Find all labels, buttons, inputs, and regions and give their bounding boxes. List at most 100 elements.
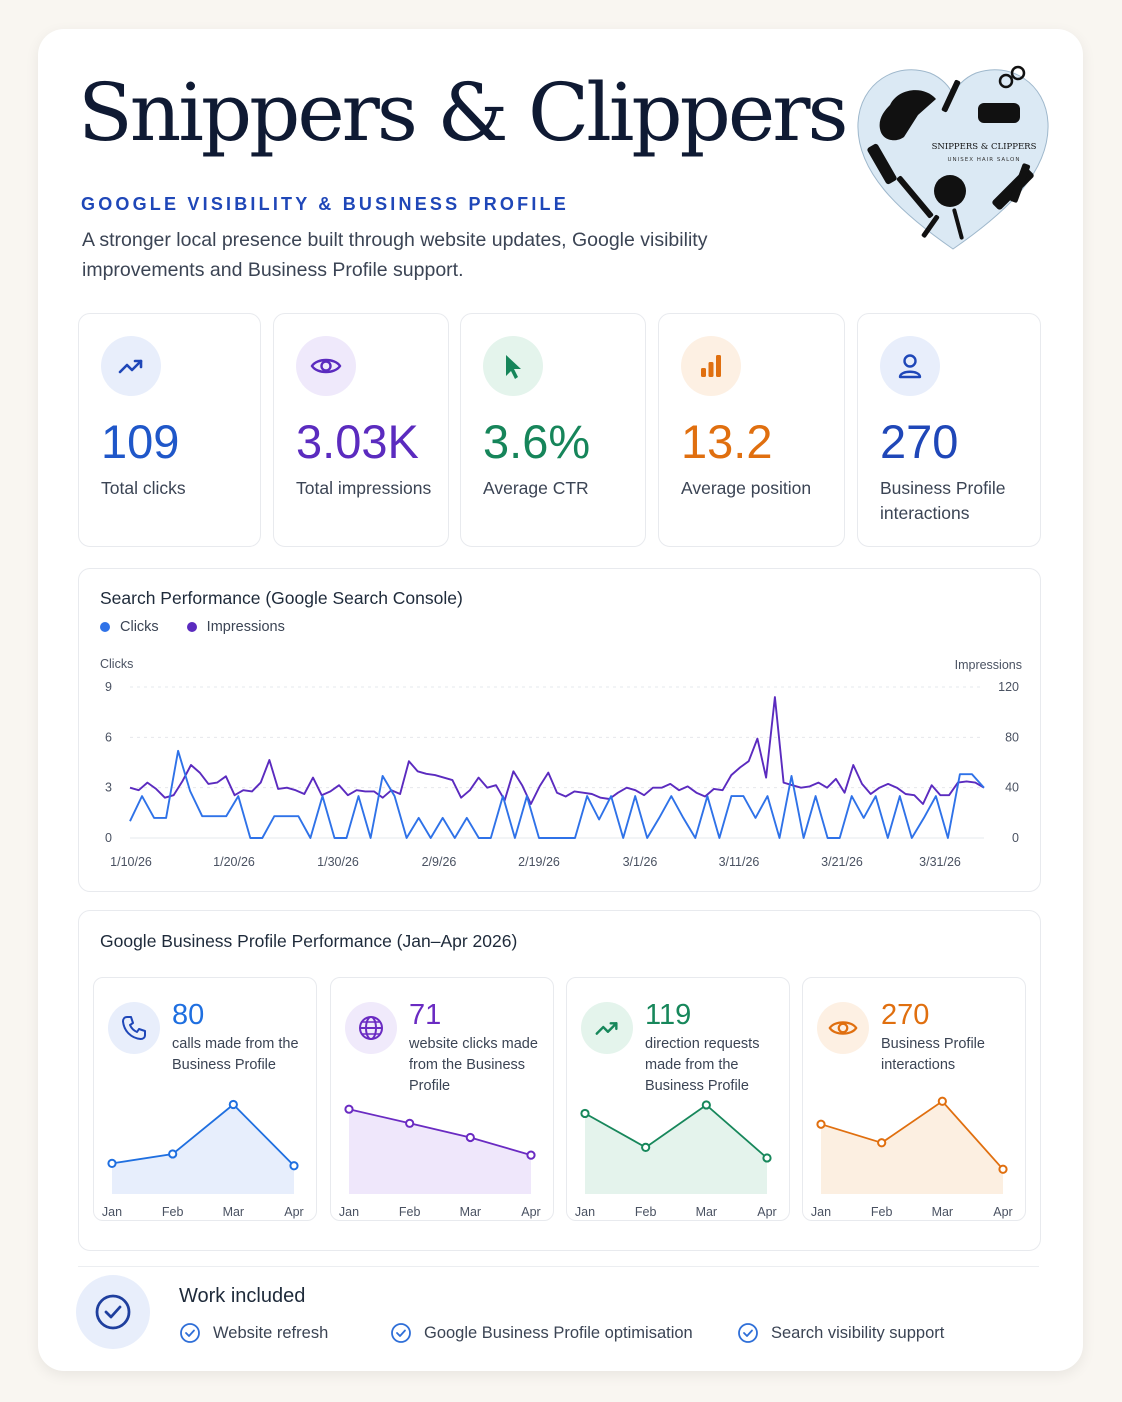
chart-legend: Clicks Impressions (100, 619, 285, 635)
gbp-value: 71 (409, 999, 442, 1031)
left-tick-label: 6 (105, 730, 112, 744)
gbp-card-website: 71 website clicks made from the Business… (330, 977, 554, 1221)
infographic-card: Snippers & Clippers GOOGLE VISIBILITY & … (38, 29, 1083, 1371)
divider (78, 1266, 1039, 1267)
stat-label: Business Profile interactions (880, 478, 1006, 523)
calls-area-chart: Jan Feb Mar Apr (102, 1099, 304, 1219)
data-point (228, 1099, 238, 1110)
gbp-performance-panel: Google Business Profile Performance (Jan… (78, 910, 1041, 1251)
eye-icon (817, 1002, 869, 1054)
area-line (111, 1103, 295, 1167)
month-label: Feb (162, 1205, 184, 1219)
area-fill (821, 1101, 1003, 1194)
data-point (344, 1104, 354, 1114)
gbp-value: 270 (881, 999, 930, 1031)
data-point (465, 1132, 475, 1143)
user-icon (880, 336, 940, 396)
series-line-impressions (129, 696, 985, 805)
gbp-value: 80 (172, 999, 205, 1031)
gbp-card-directions: 119 direction requests made from the Bus… (566, 977, 790, 1221)
month-label: Mar (932, 1205, 954, 1219)
data-point (526, 1150, 536, 1160)
stat-card-impressions: 3.03K Total impressions (273, 313, 449, 547)
page-subtitle: GOOGLE VISIBILITY & BUSINESS PROFILE (81, 194, 569, 214)
right-tick-label: 0 (1012, 831, 1019, 845)
stat-value: 109 (101, 415, 180, 468)
x-tick-label: 2/19/26 (518, 855, 560, 869)
logo-text: SNIPPERS & CLIPPERS (932, 142, 1037, 152)
month-label: Feb (399, 1205, 421, 1219)
data-point (937, 1096, 947, 1106)
stat-label: Total impressions (296, 478, 432, 498)
data-point (405, 1118, 415, 1128)
check-icon (391, 1323, 411, 1343)
work-item-label: Search visibility support (771, 1323, 945, 1342)
month-label: Jan (102, 1205, 122, 1219)
directions-area-chart: Jan Feb Mar Apr (575, 1100, 777, 1219)
left-axis-label: Clicks (100, 657, 133, 671)
cursor-icon (483, 336, 543, 396)
area-fill (112, 1104, 294, 1194)
stat-label: Average CTR (483, 478, 589, 498)
gbp-desc: calls made from the Business Profile (172, 1036, 299, 1073)
legend-label: Impressions (206, 619, 285, 635)
x-tick-label: 3/21/26 (821, 855, 863, 869)
logo-subtext: UNISEX HAIR SALON (947, 157, 1020, 163)
area-fill (585, 1105, 767, 1194)
work-item-gbp: Google Business Profile optimisation (390, 1322, 693, 1344)
data-point (107, 1158, 117, 1168)
data-point (168, 1149, 178, 1159)
area-line (584, 1103, 768, 1159)
area-line (348, 1108, 532, 1156)
legend-dot (100, 622, 110, 632)
page-title: Snippers & Clippers (78, 66, 848, 159)
interactions-area-chart: Jan Feb Mar Apr (811, 1096, 1013, 1219)
month-label: Apr (757, 1205, 776, 1219)
salon-logo: SNIPPERS & CLIPPERS UNISEX HAIR SALON (857, 65, 1049, 250)
area-fill (349, 1109, 531, 1194)
check-icon (180, 1323, 200, 1343)
data-point (701, 1100, 711, 1110)
trending-up-icon (101, 336, 161, 396)
stat-value: 270 (880, 415, 959, 468)
data-point (998, 1164, 1008, 1174)
gbp-desc: website clicks made from the Business Pr… (409, 1036, 538, 1094)
month-label: Jan (339, 1205, 359, 1219)
stat-value: 13.2 (681, 415, 773, 468)
right-tick-label: 120 (998, 680, 1019, 694)
search-performance-panel: Search Performance (Google Search Consol… (78, 568, 1041, 892)
stat-label: Total clicks (101, 478, 186, 498)
data-point (289, 1161, 299, 1171)
check-circle-icon (76, 1275, 150, 1349)
month-label: Mar (696, 1205, 718, 1219)
gbp-title: Google Business Profile Performance (Jan… (100, 931, 518, 951)
series-line-clicks (129, 749, 985, 839)
legend-item-clicks: Clicks (100, 619, 159, 635)
work-item-label: Website refresh (213, 1323, 329, 1342)
month-label: Mar (460, 1205, 482, 1219)
work-title: Work included (179, 1285, 306, 1307)
stat-card-ctr: 3.6% Average CTR (460, 313, 646, 547)
x-tick-label: 3/1/26 (623, 855, 658, 869)
gbp-card-interactions: 270 Business Profile interactions Jan Feb… (802, 977, 1026, 1221)
month-label: Jan (575, 1205, 595, 1219)
globe-icon (345, 1002, 397, 1054)
month-label: Apr (284, 1205, 303, 1219)
month-label: Apr (521, 1205, 540, 1219)
stat-card-clicks: 109 Total clicks (78, 313, 261, 547)
trending-up-icon (581, 1002, 633, 1054)
eye-icon (296, 336, 356, 396)
data-point (580, 1108, 590, 1119)
gbp-desc: direction requests made from the Busines… (645, 1036, 760, 1094)
search-chart-title: Search Performance (Google Search Consol… (100, 588, 463, 608)
search-line-chart: Clicks Impressions 0 3 6 9 0 40 80 120 1/10/26 1/20… (100, 657, 1022, 869)
x-tick-label: 1/30/26 (317, 855, 359, 869)
left-tick-label: 0 (105, 831, 112, 845)
month-label: Jan (811, 1205, 831, 1219)
stat-card-interactions: 270 Business Profile interactions (857, 313, 1041, 547)
x-tick-label: 1/10/26 (110, 855, 152, 869)
month-label: Feb (635, 1205, 657, 1219)
data-point (877, 1138, 887, 1148)
legend-dot (186, 622, 197, 632)
stat-label: Average position (681, 478, 812, 498)
